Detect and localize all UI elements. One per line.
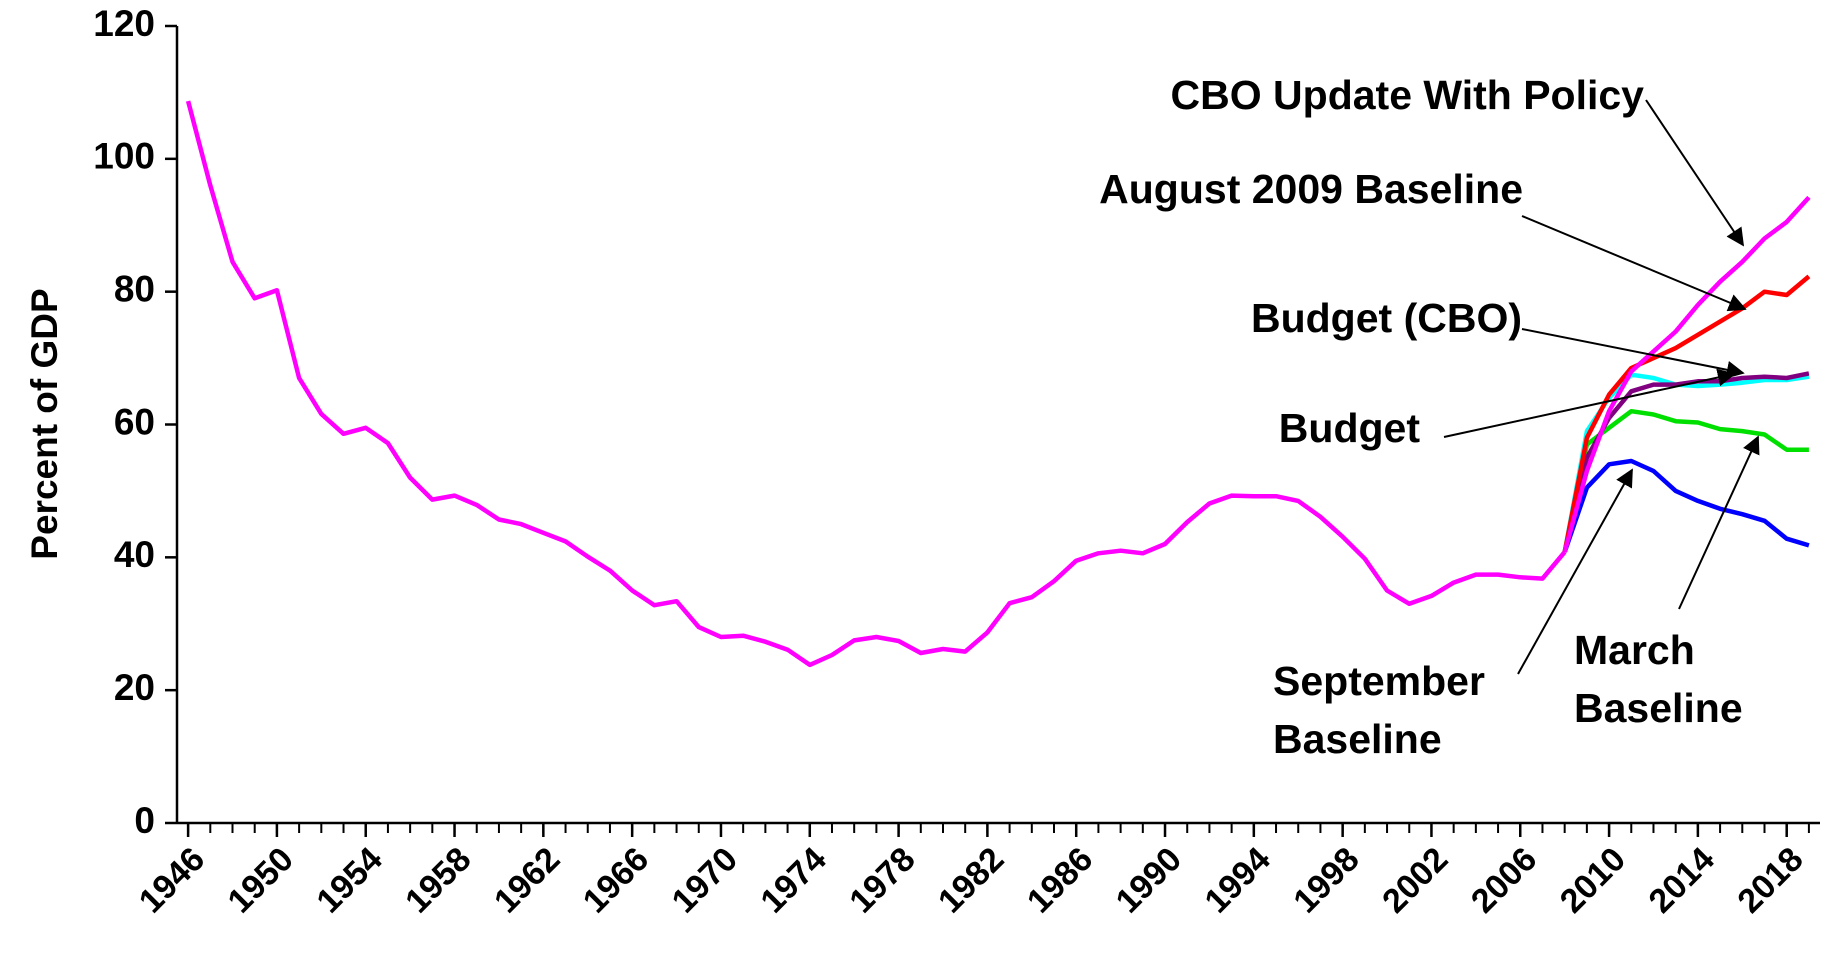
x-tick-label: 2002 — [1375, 840, 1455, 920]
annotation-arrow — [1521, 328, 1745, 379]
y-tick-label: 80 — [114, 268, 155, 309]
x-tick-label: 2014 — [1642, 840, 1722, 920]
x-tick-label: 1958 — [398, 840, 478, 920]
annotation: August 2009 Baseline — [1099, 166, 1523, 212]
data-line — [1562, 458, 1810, 553]
data-line — [185, 100, 1567, 668]
x-tick-label: 1974 — [753, 840, 833, 920]
annotation-arrow — [1521, 215, 1747, 312]
x-tick-label: 1970 — [665, 840, 745, 920]
annotation: Budget — [1279, 405, 1421, 451]
y-tick-label: 60 — [114, 401, 155, 442]
annotation-arrow — [1645, 99, 1745, 247]
y-tick-label: 0 — [134, 800, 155, 841]
x-tick-label: 1978 — [842, 840, 922, 920]
data-line — [1562, 408, 1809, 553]
y-tick-label: 20 — [114, 667, 155, 708]
x-tick-label: 1986 — [1020, 840, 1100, 920]
annotation: March Baseline — [1574, 627, 1743, 731]
x-tick-label: 1946 — [132, 840, 212, 920]
x-tick-label: 1950 — [221, 840, 301, 920]
annotation-arrow — [1678, 435, 1760, 610]
x-tick-label: 1994 — [1197, 840, 1277, 920]
x-tick-label: 1998 — [1286, 840, 1366, 920]
y-axis-label: Percent of GDP — [24, 288, 65, 559]
x-tick-label: 1982 — [931, 840, 1011, 920]
y-tick-label: 40 — [114, 534, 155, 575]
data-line — [1562, 195, 1811, 553]
annotation: Budget (CBO) — [1251, 295, 1522, 341]
x-tick-label: 1990 — [1109, 840, 1189, 920]
annotation: September Baseline — [1273, 658, 1485, 762]
x-tick-label: 2006 — [1464, 840, 1544, 920]
annotation-arrow — [1443, 368, 1736, 438]
annotation: CBO Update With Policy — [1171, 72, 1645, 118]
y-tick-label: 120 — [93, 3, 155, 44]
x-tick-label: 1962 — [487, 840, 567, 920]
x-tick-label: 2018 — [1730, 840, 1810, 920]
x-tick-label: 2010 — [1553, 840, 1633, 920]
y-tick-label: 100 — [93, 136, 155, 177]
x-tick-label: 1954 — [309, 840, 389, 920]
x-tick-label: 1966 — [576, 840, 656, 920]
annotation-arrow — [1517, 468, 1633, 675]
